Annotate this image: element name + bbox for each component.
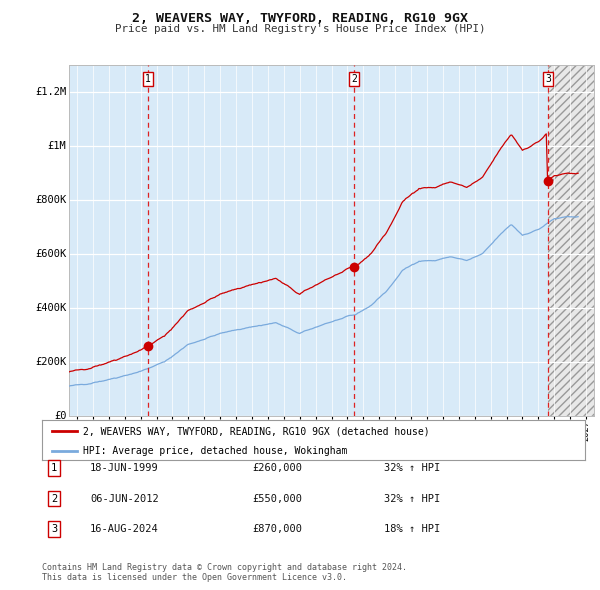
Text: 06-JUN-2012: 06-JUN-2012	[90, 494, 159, 503]
Text: Contains HM Land Registry data © Crown copyright and database right 2024.
This d: Contains HM Land Registry data © Crown c…	[42, 563, 407, 582]
Text: £0: £0	[54, 411, 67, 421]
Text: £400K: £400K	[35, 303, 67, 313]
Text: Price paid vs. HM Land Registry's House Price Index (HPI): Price paid vs. HM Land Registry's House …	[115, 24, 485, 34]
Text: 18% ↑ HPI: 18% ↑ HPI	[384, 525, 440, 534]
Text: £1M: £1M	[47, 141, 67, 151]
Text: £260,000: £260,000	[252, 463, 302, 473]
Text: 2: 2	[51, 494, 57, 503]
Text: £1.2M: £1.2M	[35, 87, 67, 97]
Text: 2: 2	[352, 74, 357, 84]
Text: 16-AUG-2024: 16-AUG-2024	[90, 525, 159, 534]
Text: £550,000: £550,000	[252, 494, 302, 503]
Text: 32% ↑ HPI: 32% ↑ HPI	[384, 494, 440, 503]
Text: HPI: Average price, detached house, Wokingham: HPI: Average price, detached house, Woki…	[83, 445, 347, 455]
Text: 1: 1	[145, 74, 151, 84]
Text: 3: 3	[51, 525, 57, 534]
Text: £200K: £200K	[35, 357, 67, 367]
Text: £600K: £600K	[35, 249, 67, 259]
Text: 3: 3	[545, 74, 551, 84]
Text: 18-JUN-1999: 18-JUN-1999	[90, 463, 159, 473]
Text: 1: 1	[51, 463, 57, 473]
Text: 32% ↑ HPI: 32% ↑ HPI	[384, 463, 440, 473]
Text: 2, WEAVERS WAY, TWYFORD, READING, RG10 9GX (detached house): 2, WEAVERS WAY, TWYFORD, READING, RG10 9…	[83, 427, 430, 437]
Bar	[548, 65, 594, 416]
Text: 2, WEAVERS WAY, TWYFORD, READING, RG10 9GX: 2, WEAVERS WAY, TWYFORD, READING, RG10 9…	[132, 12, 468, 25]
Text: £800K: £800K	[35, 195, 67, 205]
Text: £870,000: £870,000	[252, 525, 302, 534]
